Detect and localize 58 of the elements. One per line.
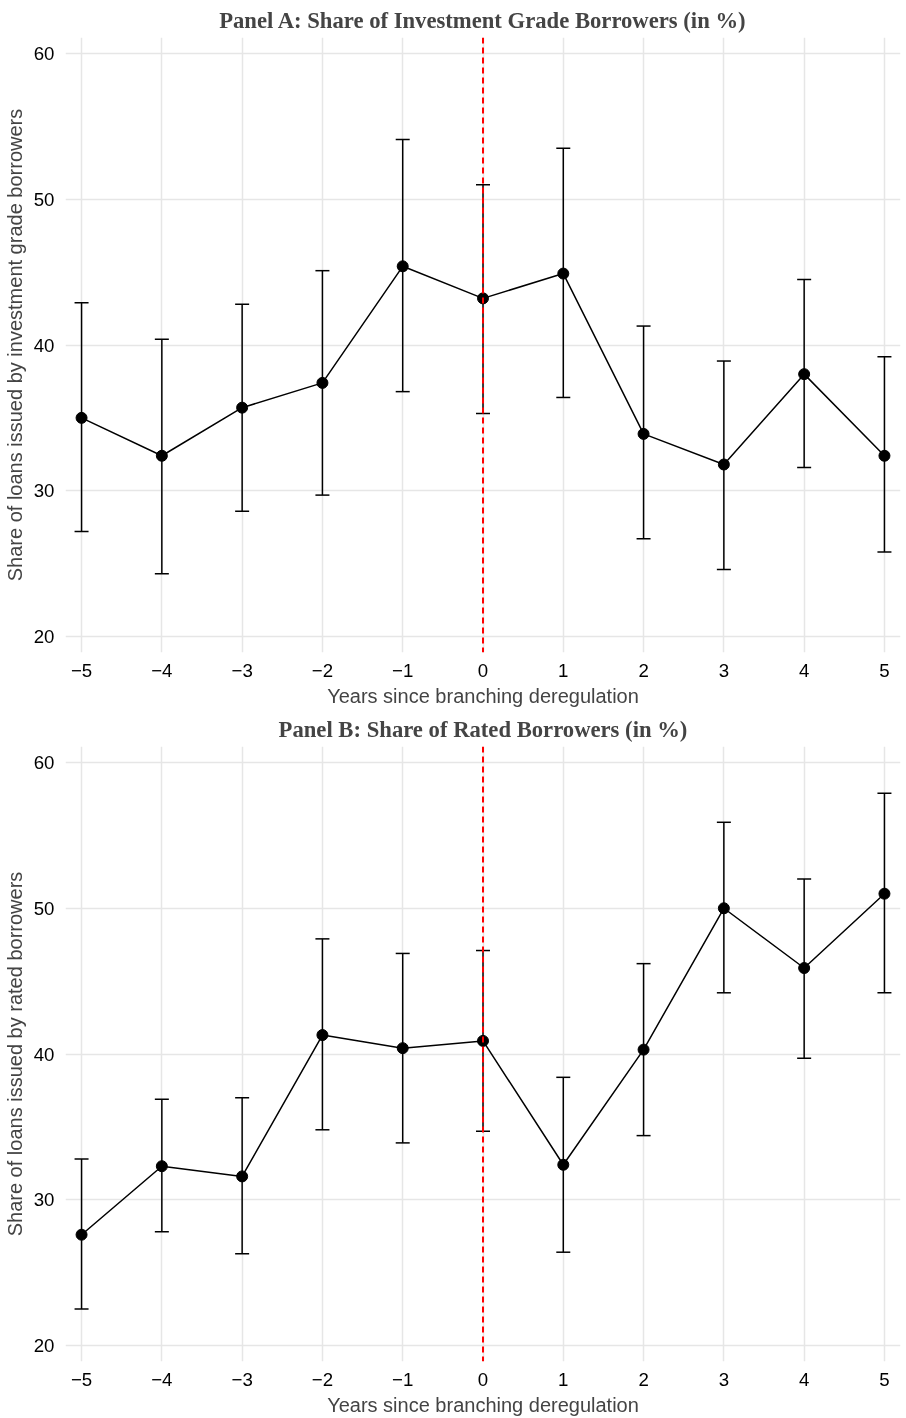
x-tick-label: 2 [638,659,649,681]
y-tick-label: 30 [33,480,55,502]
point [637,1043,650,1056]
chart-title: Panel B: Share of Rated Borrowers (in %) [278,716,688,742]
point [316,376,329,389]
x-tick-label: −1 [392,1368,414,1390]
y-tick-label: 60 [33,752,55,774]
x-tick-label: 0 [477,1368,489,1390]
point [798,962,811,975]
x-tick-label: 3 [718,1368,730,1390]
y-tick-label: 20 [33,625,55,647]
x-tick-label: −5 [70,1368,93,1390]
x-tick-label: −3 [231,659,253,681]
x-tick-label: −3 [231,1368,253,1390]
x-tick-label: 3 [718,659,730,681]
x-axis-title: Years since branching deregulation [327,1393,639,1416]
point [236,1170,249,1183]
y-tick-label: 40 [33,1043,55,1065]
point [396,1042,409,1055]
x-tick-label: −4 [151,1368,173,1390]
y-tick-label: 30 [33,1189,55,1211]
x-tick-label: 5 [879,659,890,681]
y-tick-label: 50 [33,188,55,210]
y-tick-label: 60 [33,43,55,65]
point [878,449,891,462]
x-tick-label: −4 [151,659,173,681]
point [557,267,570,280]
x-tick-label: 1 [558,1368,569,1390]
y-axis-title: Share of loans issued by rated borrowers [3,871,26,1237]
point [236,401,249,414]
x-tick-label: −2 [311,659,334,681]
x-tick-label: −2 [311,1368,334,1390]
x-tick-label: 1 [558,659,569,681]
x-tick-label: 2 [638,1368,649,1390]
point [717,458,730,471]
y-tick-label: 20 [33,1334,55,1356]
point [798,368,811,381]
point [637,427,650,440]
x-tick-label: −1 [392,659,414,681]
x-tick-label: −5 [70,659,93,681]
point [717,902,730,915]
point [396,260,409,273]
x-axis-title: Years since branching deregulation [327,684,639,707]
y-tick-label: 50 [33,897,55,919]
x-tick-label: 4 [798,659,810,681]
chart-title: Panel A: Share of Investment Grade Borrowers (in %) [219,7,746,33]
point [557,1158,570,1171]
point [75,1228,88,1241]
point [878,887,891,900]
y-axis-title: Share of loans issued by investment grade borrowers [3,108,26,582]
x-tick-label: 5 [879,1368,890,1390]
y-tick-label: 40 [33,334,55,356]
point [155,1160,168,1173]
point [155,449,168,462]
point [75,411,88,424]
x-tick-label: 0 [477,659,489,681]
x-tick-label: 4 [798,1368,810,1390]
point [316,1029,329,1042]
